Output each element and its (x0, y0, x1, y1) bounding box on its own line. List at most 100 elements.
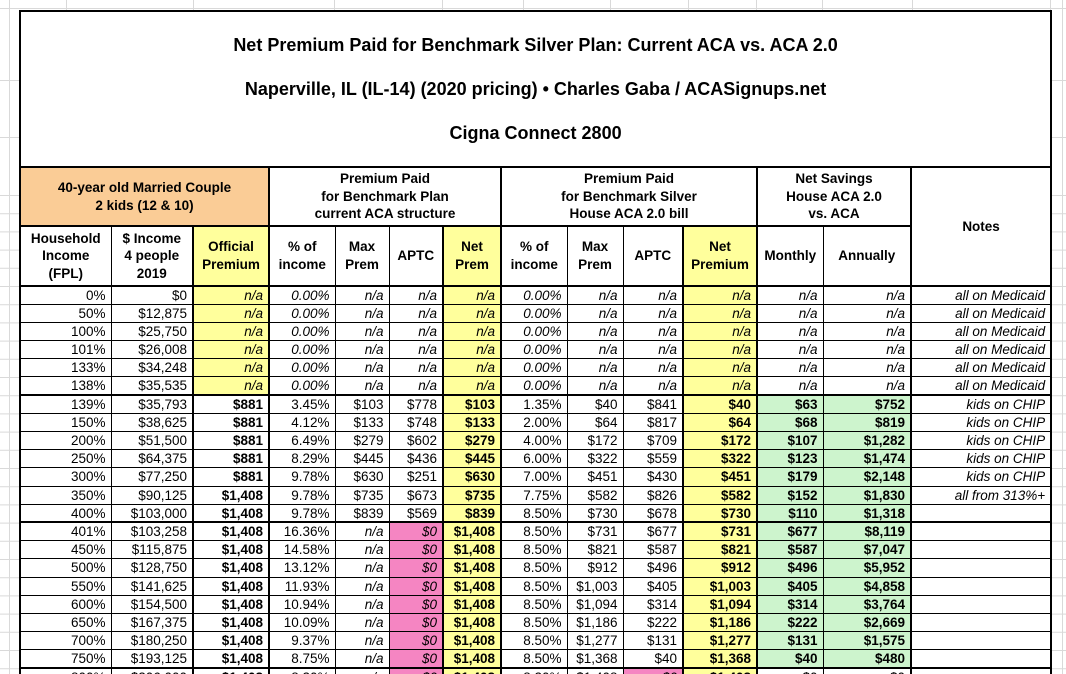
group-header-current-aca[interactable]: Premium Paid for Benchmark Plan current … (268, 166, 502, 227)
cell-monthly-savings[interactable]: $222 (756, 612, 824, 633)
cell-monthly-savings[interactable]: $68 (756, 412, 824, 433)
cell-annual-savings[interactable]: $752 (822, 394, 912, 414)
cell-fpl[interactable]: 50% (19, 303, 112, 323)
cell-fpl[interactable]: 550% (19, 576, 112, 596)
cell-net-prem-current[interactable]: n/a (442, 376, 502, 397)
cell-monthly-savings[interactable]: $0 (756, 667, 824, 674)
cell-aptc-house[interactable]: $40 (622, 649, 684, 669)
cell-annual-savings[interactable]: n/a (822, 340, 912, 360)
cell-max-prem-current[interactable]: $133 (334, 412, 390, 433)
col-header-notes[interactable]: Notes (909, 166, 1052, 287)
cell-net-premium-house[interactable]: $731 (682, 521, 758, 542)
cell-fpl[interactable]: 450% (19, 540, 112, 560)
cell-pct-income-house[interactable]: 7.00% (500, 467, 568, 487)
cell-annual-savings[interactable]: $8,119 (822, 521, 912, 542)
cell-pct-income-house[interactable]: 4.00% (500, 430, 568, 451)
cell-net-premium-house[interactable]: $912 (682, 558, 758, 578)
cell-max-prem-house[interactable]: $172 (566, 430, 624, 451)
cell-pct-income-house[interactable]: 8.50% (500, 540, 568, 560)
cell-max-prem-current[interactable]: $630 (334, 467, 390, 487)
cell-max-prem-house[interactable]: $730 (566, 503, 624, 524)
cell-net-prem-current[interactable]: n/a (442, 285, 502, 305)
cell-income[interactable]: $115,875 (110, 540, 194, 560)
cell-aptc-house[interactable]: $677 (622, 521, 684, 542)
cell-income[interactable]: $38,625 (110, 412, 194, 433)
cell-aptc-house[interactable]: n/a (622, 358, 684, 378)
cell-official-premium[interactable]: n/a (192, 321, 270, 342)
cell-notes[interactable] (909, 612, 1052, 633)
cell-income[interactable]: $34,248 (110, 358, 194, 378)
cell-pct-income-current[interactable]: 0.00% (268, 340, 336, 360)
col-header-pct-income-current[interactable]: % of income (268, 225, 336, 287)
col-header-pct-income-house[interactable]: % of income (500, 225, 568, 287)
cell-pct-income-house[interactable]: 0.00% (500, 358, 568, 378)
cell-income[interactable]: $35,793 (110, 394, 194, 414)
cell-max-prem-house[interactable]: n/a (566, 303, 624, 323)
cell-aptc-house[interactable]: $678 (622, 503, 684, 524)
cell-max-prem-current[interactable]: n/a (334, 594, 390, 614)
cell-max-prem-current[interactable]: n/a (334, 376, 390, 397)
cell-notes[interactable]: kids on CHIP (909, 449, 1052, 469)
cell-net-premium-house[interactable]: $40 (682, 394, 758, 414)
table-title[interactable]: Net Premium Paid for Benchmark Silver Pl… (19, 10, 1052, 168)
cell-aptc-house[interactable]: $826 (622, 485, 684, 505)
cell-notes[interactable]: all on Medicaid (909, 340, 1052, 360)
cell-pct-income-house[interactable]: 6.00% (500, 449, 568, 469)
cell-pct-income-current[interactable]: 11.93% (268, 576, 336, 596)
cell-pct-income-house[interactable]: 2.00% (500, 412, 568, 433)
cell-max-prem-current[interactable]: n/a (334, 631, 390, 651)
cell-income[interactable]: $154,500 (110, 594, 194, 614)
cell-max-prem-house[interactable]: $912 (566, 558, 624, 578)
cell-notes[interactable]: kids on CHIP (909, 430, 1052, 451)
cell-aptc-current[interactable]: n/a (388, 303, 444, 323)
col-header-net-prem-current[interactable]: Net Prem (442, 225, 502, 287)
cell-monthly-savings[interactable]: $677 (756, 521, 824, 542)
cell-max-prem-house[interactable]: $1,094 (566, 594, 624, 614)
cell-aptc-house[interactable]: n/a (622, 285, 684, 305)
cell-aptc-house[interactable]: $314 (622, 594, 684, 614)
cell-notes[interactable] (909, 667, 1052, 674)
cell-aptc-house[interactable]: $430 (622, 467, 684, 487)
col-header-aptc-house[interactable]: APTC (622, 225, 684, 287)
cell-notes[interactable] (909, 540, 1052, 560)
cell-pct-income-house[interactable]: 8.50% (500, 503, 568, 524)
cell-aptc-current[interactable]: n/a (388, 340, 444, 360)
cell-fpl[interactable]: 350% (19, 485, 112, 505)
cell-income[interactable]: $64,375 (110, 449, 194, 469)
cell-net-prem-current[interactable]: $1,408 (442, 667, 502, 674)
cell-fpl[interactable]: 400% (19, 503, 112, 524)
cell-official-premium[interactable]: $1,408 (192, 667, 270, 674)
cell-fpl[interactable]: 133% (19, 358, 112, 378)
cell-max-prem-current[interactable]: $445 (334, 449, 390, 469)
cell-fpl[interactable]: 0% (19, 285, 112, 305)
cell-pct-income-house[interactable]: 8.50% (500, 631, 568, 651)
cell-max-prem-current[interactable]: $103 (334, 394, 390, 414)
cell-notes[interactable] (909, 558, 1052, 578)
cell-net-prem-current[interactable]: $1,408 (442, 649, 502, 669)
cell-annual-savings[interactable]: $1,830 (822, 485, 912, 505)
cell-max-prem-house[interactable]: $1,186 (566, 612, 624, 633)
cell-net-premium-house[interactable]: $1,368 (682, 649, 758, 669)
cell-aptc-current[interactable]: n/a (388, 285, 444, 305)
cell-monthly-savings[interactable]: $123 (756, 449, 824, 469)
cell-monthly-savings[interactable]: $152 (756, 485, 824, 505)
cell-max-prem-house[interactable]: $582 (566, 485, 624, 505)
cell-aptc-current[interactable]: n/a (388, 321, 444, 342)
cell-aptc-house[interactable]: n/a (622, 340, 684, 360)
cell-income[interactable]: $90,125 (110, 485, 194, 505)
cell-monthly-savings[interactable]: $587 (756, 540, 824, 560)
cell-pct-income-house[interactable]: 8.50% (500, 594, 568, 614)
cell-annual-savings[interactable]: $2,669 (822, 612, 912, 633)
cell-notes[interactable]: all on Medicaid (909, 321, 1052, 342)
col-header-official-premium[interactable]: Official Premium (192, 225, 270, 287)
cell-max-prem-house[interactable]: $64 (566, 412, 624, 433)
cell-net-prem-current[interactable]: n/a (442, 321, 502, 342)
cell-income[interactable]: $103,000 (110, 503, 194, 524)
cell-official-premium[interactable]: n/a (192, 285, 270, 305)
cell-official-premium[interactable]: $881 (192, 394, 270, 414)
cell-aptc-house[interactable]: n/a (622, 321, 684, 342)
cell-monthly-savings[interactable]: $179 (756, 467, 824, 487)
cell-pct-income-current[interactable]: 9.78% (268, 485, 336, 505)
cell-max-prem-house[interactable]: $40 (566, 394, 624, 414)
household-profile-header[interactable]: 40-year old Married Couple 2 kids (12 & … (19, 166, 270, 227)
